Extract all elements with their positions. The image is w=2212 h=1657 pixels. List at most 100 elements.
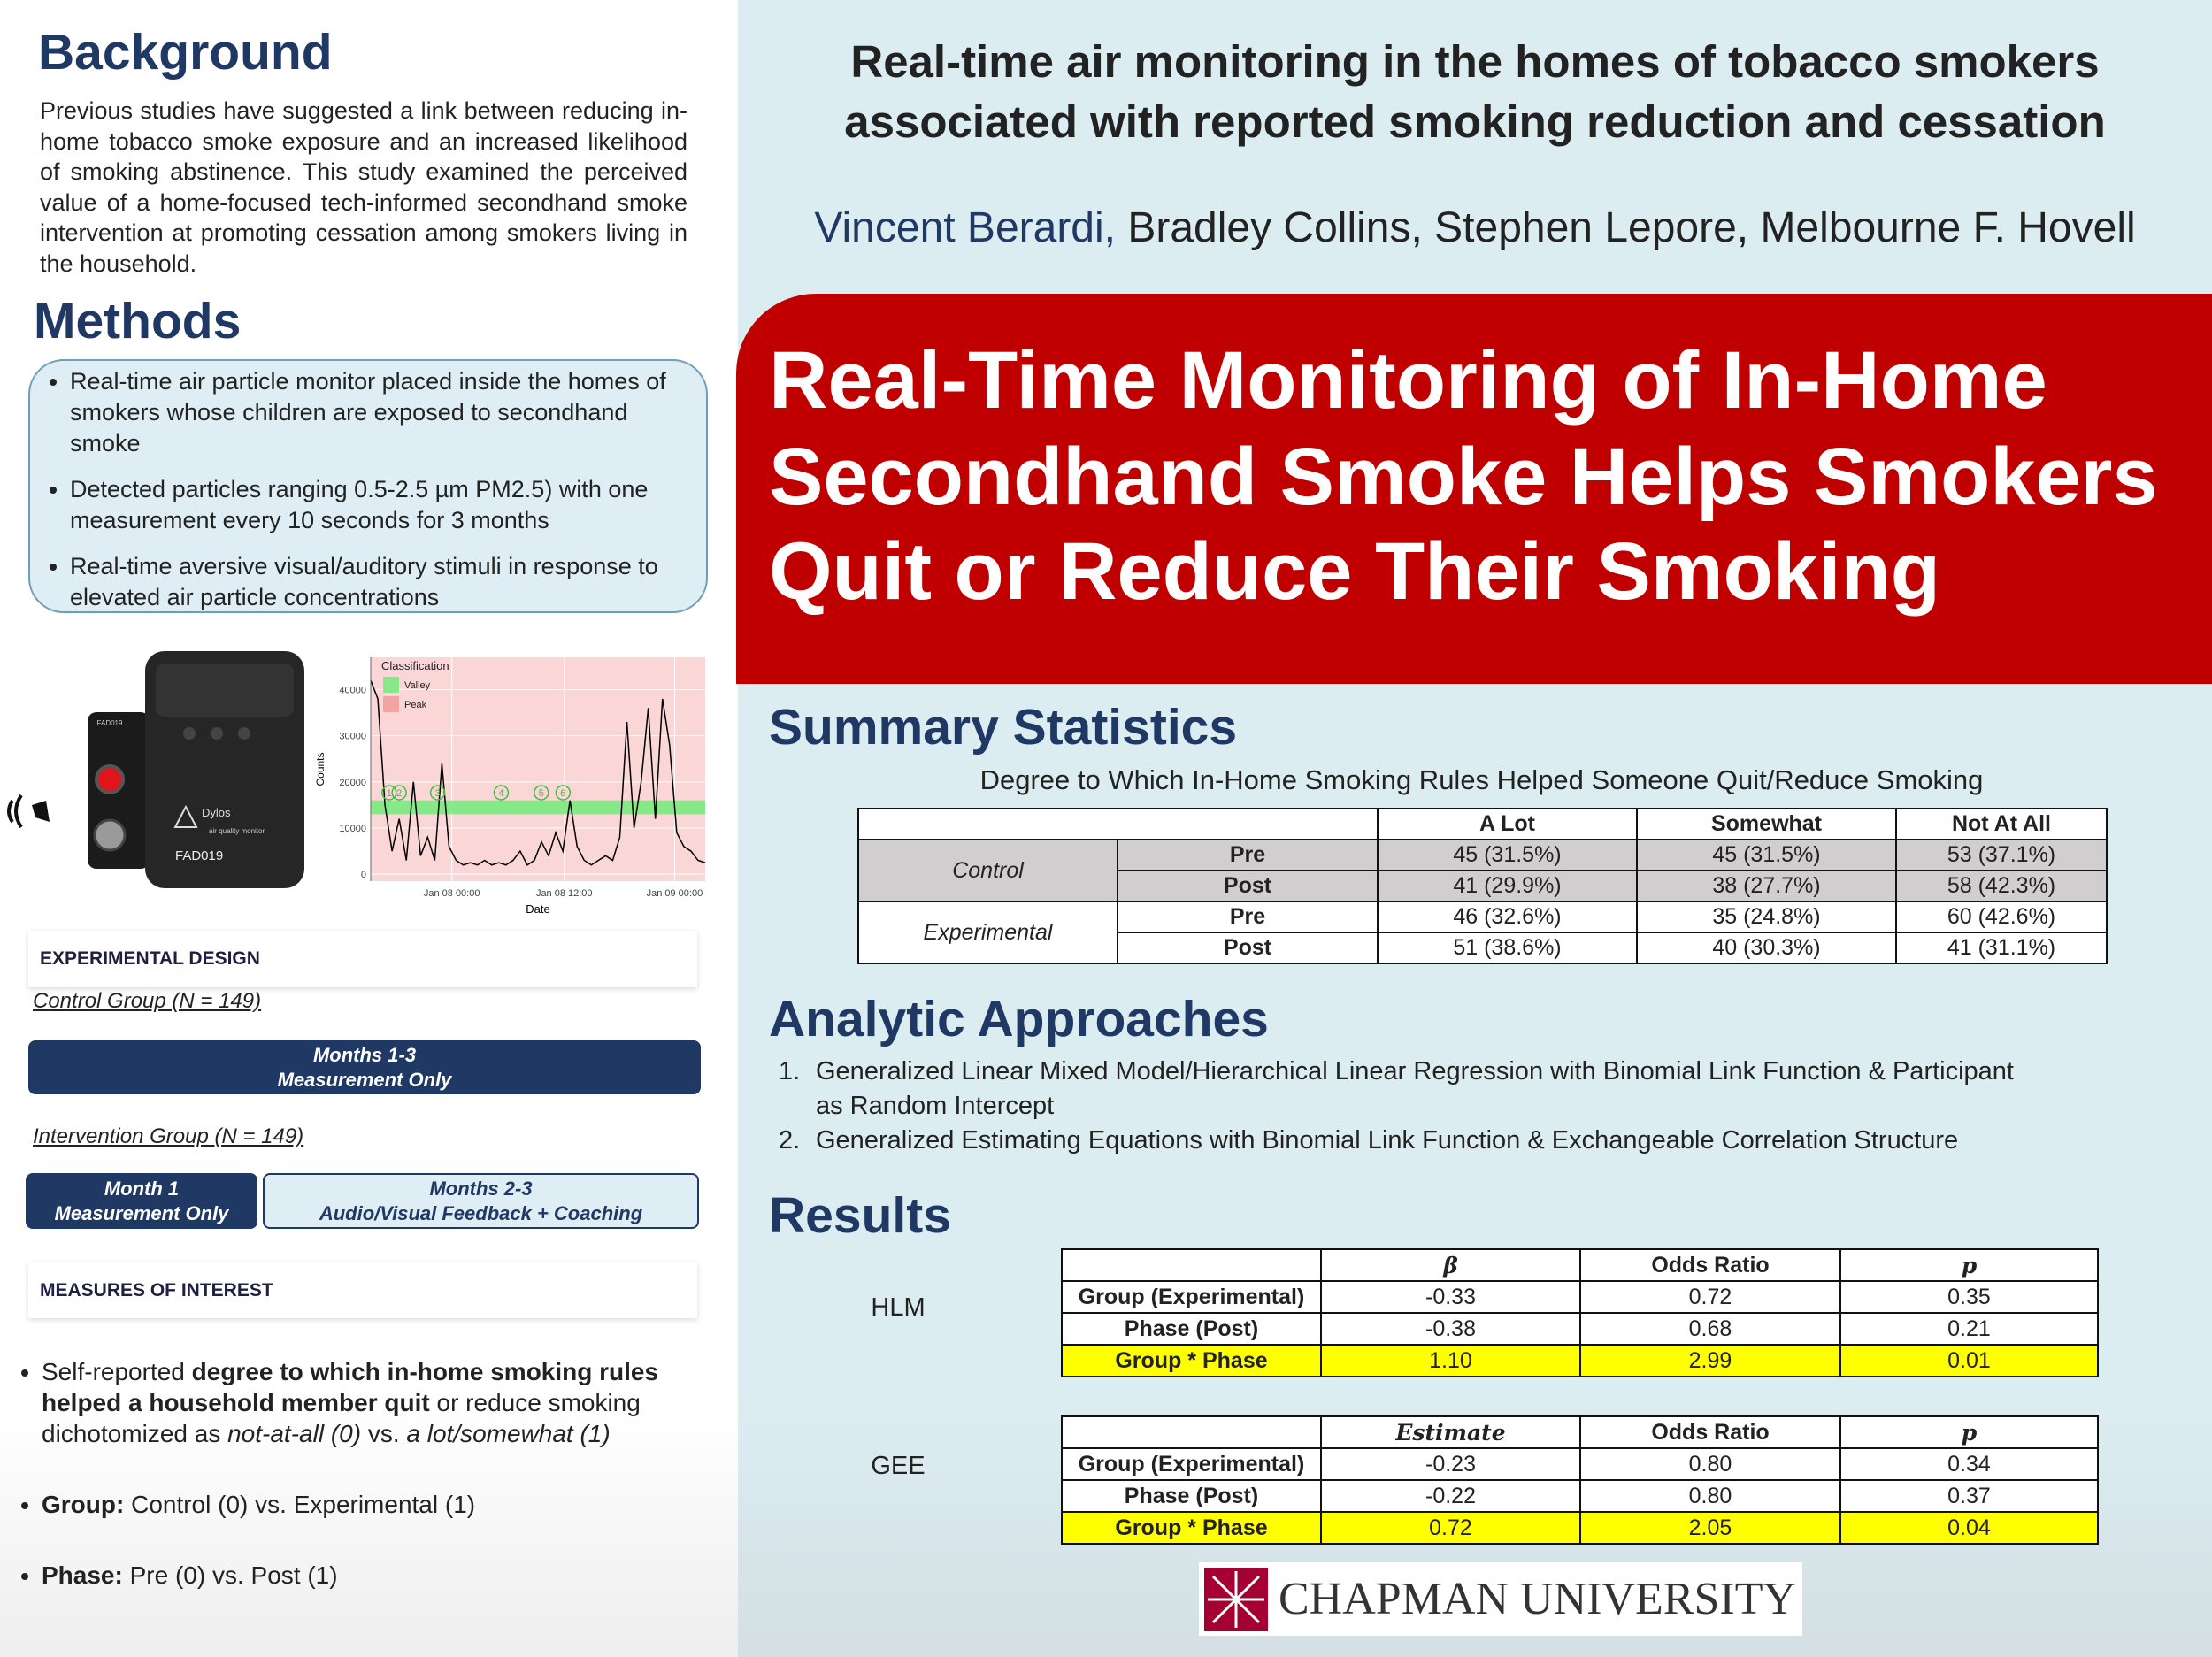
text-segment: not-at-all (0) [227, 1420, 362, 1447]
column-header: A Lot [1377, 808, 1638, 840]
data-cell: 0.04 [1839, 1511, 2099, 1545]
model-label: GEE [871, 1452, 926, 1480]
y-axis-label: Counts [314, 752, 326, 786]
column-header: Estimate [1320, 1415, 1581, 1449]
phase-marker [381, 785, 397, 801]
row-header: Group * Phase [1061, 1344, 1322, 1377]
bar-text: Months 2-3 [429, 1177, 533, 1200]
text-segment: Self-reported [42, 1358, 192, 1385]
data-cell: 45 (31.5%) [1636, 839, 1897, 871]
approach-list: 1. Generalized Linear Mixed Model/Hierarc… [779, 1055, 2017, 1158]
data-cell: 0.21 [1839, 1312, 2099, 1346]
device-label: FAD019 [97, 719, 123, 727]
data-cell: 0.72 [1320, 1511, 1581, 1545]
phase-label: 5 [539, 788, 544, 799]
text-segment: vs. [361, 1420, 407, 1447]
data-row: Group * Phase 1.10 2.99 0.01 [1061, 1344, 2099, 1377]
row-header: Group * Phase [1061, 1511, 1322, 1545]
authors: Vincent Berardi, Bradley Collins, Stephe… [738, 202, 2212, 255]
data-cell: 0.68 [1579, 1312, 1841, 1346]
text-segment: or reduce smoking dichotomized as [42, 1389, 641, 1447]
device-subtitle: air quality monitor [209, 827, 265, 835]
text-segment: Phase: [42, 1561, 123, 1589]
corner-cell [1061, 1415, 1322, 1449]
data-cell: 45 (31.5%) [1377, 839, 1638, 871]
data-cell: 0.80 [1579, 1447, 1841, 1481]
section-heading: Analytic Approaches [769, 991, 1269, 1047]
x-tick-label: Jan 08 12:00 [536, 888, 593, 899]
box-heading: EXPERIMENTAL DESIGN [28, 931, 697, 987]
text-segment: a lot/somewhat (1) [406, 1420, 611, 1447]
button [238, 727, 250, 740]
banner-line: Quit or Reduce Their Smoking [769, 526, 1940, 617]
text-segment: Group: [42, 1491, 125, 1518]
bullet-list: Real-time air particle monitor placed in… [30, 361, 706, 613]
lead-author: Vincent Berardi, [814, 204, 1116, 251]
row-header: Group (Experimental) [1061, 1447, 1322, 1481]
logo-triangle [173, 804, 198, 828]
legend-entry: Valley [404, 680, 431, 691]
phase-label: 1 [387, 788, 392, 799]
bar-text: Month 1 [104, 1177, 180, 1200]
poster-title: Real-time air monitoring in the homes of… [850, 36, 2100, 87]
legend-swatch [383, 677, 399, 693]
series-line [370, 679, 706, 866]
phase-cell: Post [1117, 870, 1379, 902]
bullet: Real-time air particle monitor placed in… [70, 366, 688, 459]
header-row: β Odds Ratio p [1061, 1248, 2099, 1282]
phase-cell: Post [1117, 932, 1379, 964]
row-header: Group (Experimental) [1061, 1280, 1322, 1314]
data-cell: 40 (30.3%) [1636, 932, 1897, 964]
group-label: Intervention Group (N = 149) [33, 1124, 304, 1148]
phase-label: 3 [435, 788, 441, 799]
column-header: Not At All [1895, 808, 2108, 840]
summary-table: A Lot Somewhat Not At All Control Pre 45 (31.… [857, 808, 2108, 964]
data-cell: 38 (27.7%) [1636, 870, 1897, 902]
data-cell: 0.72 [1579, 1280, 1841, 1314]
data-cell: 1.10 [1320, 1344, 1581, 1377]
data-cell: 41 (31.1%) [1895, 932, 2108, 964]
logo-text: CHAPMAN UNIVERSITY [1279, 1574, 1797, 1624]
header-row: Estimate Odds Ratio p [1061, 1415, 2099, 1449]
column-header: Odds Ratio [1579, 1415, 1841, 1449]
results-table: β Odds Ratio p Group (Experimental) -0.33 0.7… [1061, 1248, 2099, 1377]
data-row: Phase (Post) -0.38 0.68 0.21 [1061, 1312, 2099, 1346]
section-heading: Background [38, 24, 333, 81]
phase-marker [429, 785, 446, 801]
phase-cell: Pre [1117, 901, 1379, 933]
banner-line: Secondhand Smoke Helps Smokers [769, 432, 2158, 522]
phase-marker [391, 785, 407, 801]
speaker [32, 801, 50, 822]
data-row: Post 41 (29.9%) 38 (27.7%) 58 (42.3%) [858, 870, 2108, 902]
measure-list: Self-reported degree to which in-home sm… [13, 1356, 741, 1630]
item-number: 2. [779, 1126, 801, 1155]
emblem-lines [1208, 1571, 1264, 1628]
bar-text: Measurement Only [54, 1201, 229, 1224]
data-cell: 53 (37.1%) [1895, 839, 2108, 871]
x-tick-label: Jan 09 00:00 [647, 888, 703, 899]
column-header: β [1320, 1248, 1581, 1282]
timeline-bar: Months 2-3 Audio/Visual Feedback + Coach… [263, 1173, 699, 1229]
legend-entry: Peak [404, 700, 427, 710]
list-item: 1. Generalized Linear Mixed Model/Hierarc… [779, 1055, 2017, 1124]
button [211, 727, 223, 740]
measure-item: Phase: Pre (0) vs. Post (1) [42, 1560, 741, 1591]
data-row: Post 51 (38.6%) 40 (30.3%) 41 (31.1%) [858, 932, 2108, 964]
peak-region [371, 657, 705, 881]
data-cell: 51 (38.6%) [1377, 932, 1638, 964]
bullet: Detected particles ranging 0.5-2.5 µm PM… [70, 474, 688, 536]
item-number: 1. [779, 1057, 801, 1085]
corner-cell [857, 808, 1379, 840]
poster-title: associated with reported smoking reducti… [844, 96, 2106, 147]
button [93, 818, 127, 852]
data-cell: 58 (42.3%) [1895, 870, 2108, 902]
header-row: A Lot Somewhat Not At All [857, 808, 2108, 840]
section-heading: Results [769, 1187, 951, 1244]
item-text: Generalized Estimating Equations with Bi… [816, 1126, 1959, 1155]
text-segment: degree to which in-home smoking rules he… [42, 1358, 659, 1416]
results-table: Estimate Odds Ratio p Group (Experimental) -… [1061, 1415, 2099, 1545]
phase-marker [493, 785, 510, 801]
data-cell: 41 (29.9%) [1377, 870, 1638, 902]
group-cell: Experimental [857, 901, 1118, 964]
